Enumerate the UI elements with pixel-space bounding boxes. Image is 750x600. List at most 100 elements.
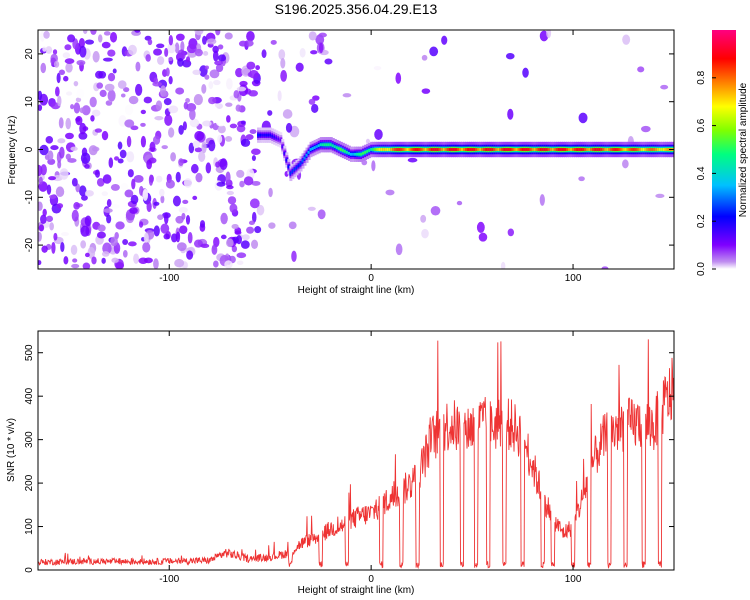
spectrogram-cell	[146, 201, 152, 213]
spectrogram-cell	[318, 32, 327, 38]
spectrogram-ridge-cell	[465, 148, 469, 151]
spectrogram-cell	[55, 186, 65, 198]
spectrogram-cell	[430, 205, 441, 216]
spectrogram-cell	[135, 83, 143, 96]
spectrogram-cell	[175, 87, 185, 95]
spectrogram-cell	[456, 200, 463, 206]
spectrogram-cell	[140, 122, 146, 127]
spectrogram-cell	[201, 141, 207, 154]
spectrogram-ridge-cell	[592, 148, 596, 151]
spectrogram-ridge-cell	[440, 148, 444, 151]
spectrogram-cell	[38, 260, 42, 266]
spectrogram-cell	[255, 65, 260, 71]
spectrogram-cell	[61, 231, 69, 237]
spectrogram-cell	[213, 79, 221, 86]
spectrogram-ridge-cell	[331, 144, 335, 148]
spectrogram-ridge-cell	[469, 148, 473, 151]
spectrogram-cell	[41, 245, 48, 253]
spectrogram-ridge-cell	[471, 148, 475, 151]
spectrogram-ridge-cell	[654, 148, 658, 151]
spectrogram-cell	[50, 145, 59, 151]
spectrogram-cell	[215, 161, 221, 168]
colorbar-tick-label: 0.0	[696, 262, 707, 276]
spectrogram-cell	[324, 58, 333, 65]
spectrogram-ridge-cell	[666, 148, 670, 151]
spectrogram-ridge-cell	[596, 148, 600, 151]
spectrogram-cell	[637, 66, 645, 73]
spectrogram-cell	[110, 204, 120, 209]
spectrogram-cell	[192, 195, 198, 200]
spectrogram-ridge-cell	[410, 148, 414, 151]
spectrogram-ridge-cell	[313, 146, 317, 150]
spectrogram-ridge-cell	[525, 148, 529, 151]
spectrogram-cell	[189, 108, 196, 121]
spectrogram-cell	[120, 183, 129, 191]
spectrogram-ridge-cell	[545, 148, 549, 151]
spectrogram-ridge-cell	[400, 148, 404, 151]
spectrogram-cell	[46, 215, 54, 222]
spectrogram-cell	[38, 176, 43, 185]
spectrogram-ridge-cell	[311, 147, 315, 150]
spectrogram-ridge-cell	[648, 148, 652, 151]
spectrogram-ridge-cell	[358, 152, 362, 156]
spectrogram-cell	[217, 44, 224, 50]
spectrogram-cell	[79, 107, 85, 114]
spectrogram-cell	[226, 185, 234, 190]
spectrogram-cell	[160, 223, 170, 234]
spectrogram-ridge-cell	[404, 148, 408, 151]
spectrogram-cell	[194, 30, 204, 36]
spectrogram-ridge-cell	[271, 134, 275, 138]
spectrogram-cell	[202, 35, 207, 45]
spectrogram-cell	[214, 102, 220, 108]
spectrogram-cell	[539, 194, 545, 206]
spectrogram-ridge-cell	[662, 148, 666, 151]
spectrogram-ridge-cell	[321, 143, 325, 147]
spectrogram-cell	[240, 138, 251, 147]
spectrogram-ridge-cell	[303, 156, 307, 160]
spectrogram-ridge-cell	[535, 148, 539, 151]
spectrogram-cell	[578, 112, 588, 124]
spectrogram-cell	[172, 195, 181, 207]
spectrogram-cell	[157, 56, 165, 65]
spectrogram-cell	[385, 189, 395, 196]
spectrogram-cell	[261, 49, 267, 59]
spectrogram-cell	[251, 239, 259, 250]
spectrogram-cell	[40, 62, 47, 74]
spectrogram-cell	[130, 125, 139, 131]
spectrogram-cell	[48, 176, 56, 181]
spectrogram-ridge-cell	[658, 148, 662, 151]
spectrogram-ridge-cell	[390, 148, 394, 151]
spectrogram-cell	[201, 83, 207, 94]
spectrogram-cell	[476, 221, 485, 233]
spectrogram-cell	[178, 158, 184, 167]
spectrogram-cell	[133, 175, 144, 183]
spectrogram-cell	[188, 142, 195, 154]
spectrogram-cell	[285, 122, 293, 133]
spectrogram-cell	[168, 127, 175, 138]
spectrogram-ridge-cell	[386, 148, 390, 151]
spectrogram-cell	[251, 148, 261, 155]
spectrogram-ridge-cell	[602, 148, 606, 151]
spectrogram-cell	[231, 245, 238, 253]
spectrogram-x-tick-label: -100	[159, 273, 179, 284]
spectrogram-cell	[198, 151, 206, 162]
spectrogram-ridge-cell	[360, 152, 364, 156]
spectrogram-cell	[79, 45, 87, 58]
spectrogram-cell	[233, 90, 240, 99]
spectrogram-cell	[39, 144, 49, 156]
spectrogram-ridge-cell	[574, 148, 578, 151]
spectrogram-ridge-cell	[628, 148, 632, 151]
spectrogram-cell	[220, 234, 227, 240]
spectrogram-cell	[53, 60, 60, 68]
spectrogram-cell	[90, 30, 97, 35]
spectrogram-cell	[101, 191, 109, 197]
spectrogram-ridge-cell	[561, 148, 565, 151]
spectrogram-cell	[176, 242, 187, 251]
spectrogram-cell	[45, 46, 53, 54]
spectrogram-cell	[186, 43, 197, 54]
spectrogram-cell	[91, 109, 101, 117]
spectrogram-cell	[60, 241, 65, 253]
spectrogram-ridge-cell	[297, 164, 301, 168]
spectrogram-cell	[43, 30, 50, 39]
spectrogram-cell	[236, 169, 245, 178]
